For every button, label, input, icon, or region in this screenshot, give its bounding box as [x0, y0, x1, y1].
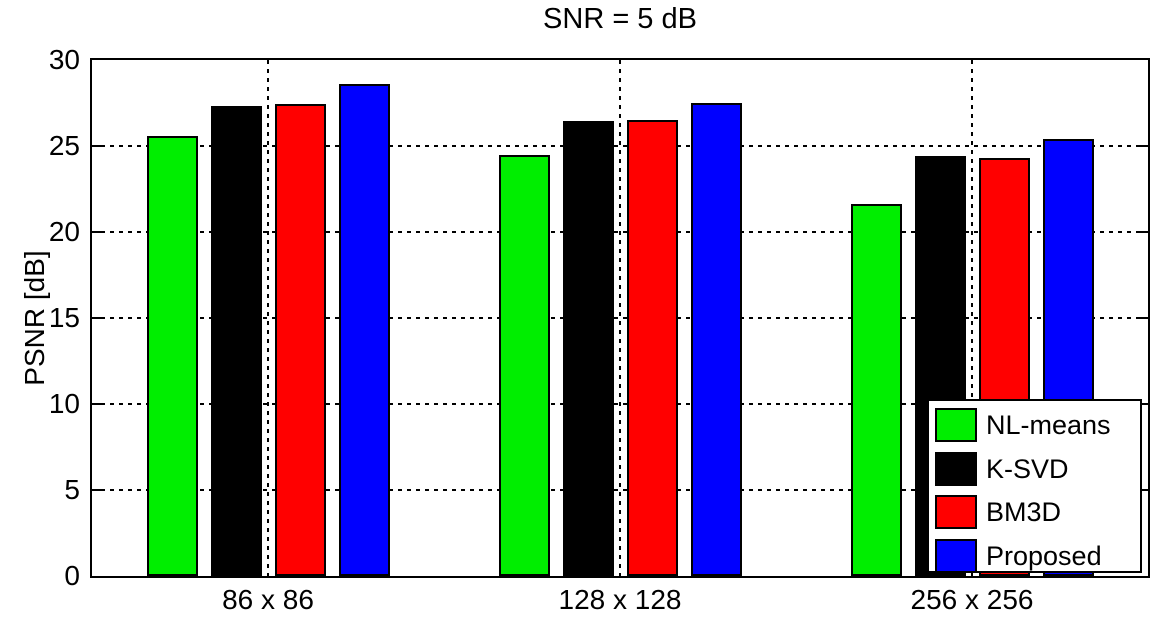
legend-item: K-SVD [929, 448, 1140, 490]
bar-nl-means-2 [498, 155, 550, 576]
legend-swatch-nl-means [935, 408, 977, 442]
plot-area [90, 58, 1150, 578]
x-tick-label: 86 x 86 [222, 584, 314, 615]
gridline-vertical [971, 60, 973, 576]
y-tick-mark-right [1139, 489, 1148, 491]
gridline-vertical [267, 60, 269, 576]
y-tick-mark-right [1139, 145, 1148, 147]
y-tick-label: 15 [48, 302, 80, 333]
legend-label: Proposed [986, 540, 1102, 571]
y-tick-label: 20 [48, 216, 80, 247]
legend: NL-means K-SVD BM3D Proposed [927, 399, 1142, 573]
bar-bm3d-1 [274, 104, 326, 576]
y-tick-mark-right [1139, 317, 1148, 319]
y-tick-mark-left [92, 231, 101, 233]
x-tick-label: 128 x 128 [558, 584, 682, 615]
legend-label: BM3D [986, 497, 1062, 527]
bar-proposed-1 [338, 84, 390, 576]
y-tick-mark-right [1139, 403, 1148, 405]
y-tick-mark-left [92, 489, 101, 491]
legend-swatch-bm3d [935, 495, 977, 529]
y-tick-label: 5 [64, 474, 80, 505]
y-tick-label: 25 [48, 130, 80, 161]
legend-swatch-k-svd [935, 451, 977, 486]
y-tick-mark-right [1139, 231, 1148, 233]
y-tick-label: 0 [64, 560, 80, 591]
bar-k-svd-2 [562, 121, 614, 576]
legend-item: Proposed [929, 535, 1140, 577]
bar-nl-means-3 [850, 204, 902, 576]
x-tick-label: 256 x 256 [910, 584, 1034, 615]
legend-swatch-proposed [935, 538, 977, 573]
bar-bm3d-2 [626, 120, 678, 576]
chart-title: SNR = 5 dB [543, 3, 697, 35]
gridline-vertical [619, 60, 621, 576]
legend-item: BM3D [929, 491, 1140, 533]
bar-proposed-2 [690, 103, 742, 576]
y-tick-mark-left [92, 317, 101, 319]
y-tick-label: 30 [48, 44, 80, 75]
bar-nl-means-1 [146, 136, 198, 576]
legend-label: NL-means [986, 410, 1111, 440]
bar-k-svd-1 [210, 106, 262, 576]
legend-item: NL-means [929, 404, 1140, 446]
legend-label: K-SVD [986, 453, 1069, 484]
y-tick-mark-left [92, 403, 101, 405]
y-tick-mark-left [92, 145, 101, 147]
y-tick-label: 10 [48, 388, 80, 419]
